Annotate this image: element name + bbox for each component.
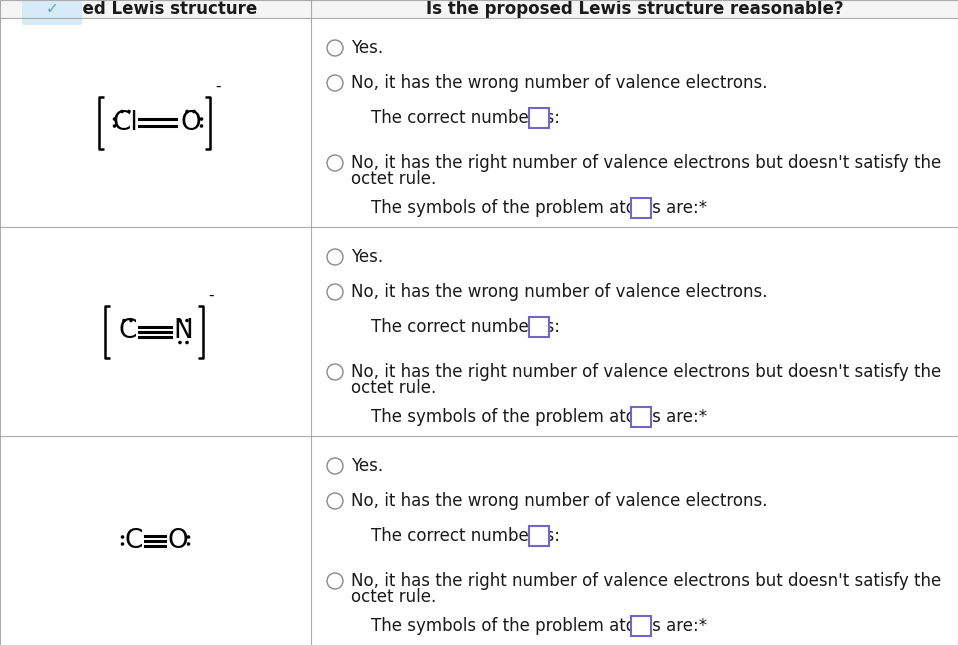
- Text: The symbols of the problem atoms are:*: The symbols of the problem atoms are:*: [371, 408, 707, 426]
- Circle shape: [121, 535, 125, 539]
- Circle shape: [129, 319, 133, 322]
- Text: Yes.: Yes.: [351, 39, 383, 57]
- Text: C: C: [118, 319, 137, 344]
- Text: O: O: [167, 528, 188, 553]
- Circle shape: [193, 110, 195, 114]
- Text: No, it has the right number of valence electrons but doesn't satisfy the: No, it has the right number of valence e…: [351, 154, 942, 172]
- Text: The correct number is:: The correct number is:: [371, 109, 560, 127]
- Circle shape: [327, 75, 343, 91]
- Circle shape: [327, 493, 343, 509]
- Text: N: N: [173, 319, 194, 344]
- Circle shape: [185, 341, 189, 344]
- Text: C: C: [125, 528, 143, 553]
- Text: -: -: [209, 288, 214, 303]
- Text: ✓: ✓: [46, 1, 58, 17]
- FancyBboxPatch shape: [631, 616, 651, 636]
- Bar: [0, 0, 958, 18]
- FancyBboxPatch shape: [631, 198, 651, 218]
- Text: No, it has the wrong number of valence electrons.: No, it has the wrong number of valence e…: [351, 283, 767, 301]
- Circle shape: [178, 341, 182, 344]
- Circle shape: [327, 364, 343, 380]
- Text: Yes.: Yes.: [351, 248, 383, 266]
- Text: The correct number is:: The correct number is:: [371, 318, 560, 336]
- Text: No, it has the wrong number of valence electrons.: No, it has the wrong number of valence e…: [351, 74, 767, 92]
- Text: No, it has the wrong number of valence electrons.: No, it has the wrong number of valence e…: [351, 492, 767, 510]
- Text: Cl: Cl: [113, 110, 138, 135]
- Circle shape: [113, 124, 116, 128]
- FancyBboxPatch shape: [631, 407, 651, 427]
- Text: octet rule.: octet rule.: [351, 588, 436, 606]
- Text: No, it has the right number of valence electrons but doesn't satisfy the: No, it has the right number of valence e…: [351, 572, 942, 590]
- Circle shape: [327, 155, 343, 171]
- Text: The symbols of the problem atoms are:*: The symbols of the problem atoms are:*: [371, 199, 707, 217]
- FancyBboxPatch shape: [529, 526, 549, 546]
- Circle shape: [120, 110, 124, 114]
- Circle shape: [187, 542, 191, 546]
- Circle shape: [123, 319, 125, 322]
- Text: octet rule.: octet rule.: [351, 170, 436, 188]
- Circle shape: [185, 319, 189, 322]
- Circle shape: [327, 284, 343, 300]
- Text: p…ed Lewis structure: p…ed Lewis structure: [54, 0, 257, 18]
- Circle shape: [187, 535, 191, 539]
- Circle shape: [127, 110, 131, 114]
- Text: Yes.: Yes.: [351, 457, 383, 475]
- Circle shape: [327, 458, 343, 474]
- FancyBboxPatch shape: [529, 317, 549, 337]
- Text: Is the proposed Lewis structure reasonable?: Is the proposed Lewis structure reasonab…: [425, 0, 843, 18]
- Text: The symbols of the problem atoms are:*: The symbols of the problem atoms are:*: [371, 617, 707, 635]
- Circle shape: [199, 117, 203, 121]
- Circle shape: [327, 249, 343, 265]
- FancyBboxPatch shape: [22, 0, 82, 25]
- Text: -: -: [216, 79, 221, 94]
- Text: The correct number is:: The correct number is:: [371, 527, 560, 545]
- Circle shape: [178, 319, 182, 322]
- Text: No, it has the right number of valence electrons but doesn't satisfy the: No, it has the right number of valence e…: [351, 363, 942, 381]
- Circle shape: [113, 117, 116, 121]
- Circle shape: [185, 110, 189, 114]
- Circle shape: [327, 573, 343, 589]
- Circle shape: [327, 40, 343, 56]
- Circle shape: [199, 124, 203, 128]
- Text: octet rule.: octet rule.: [351, 379, 436, 397]
- FancyBboxPatch shape: [529, 108, 549, 128]
- Circle shape: [121, 542, 125, 546]
- Text: O: O: [180, 110, 201, 135]
